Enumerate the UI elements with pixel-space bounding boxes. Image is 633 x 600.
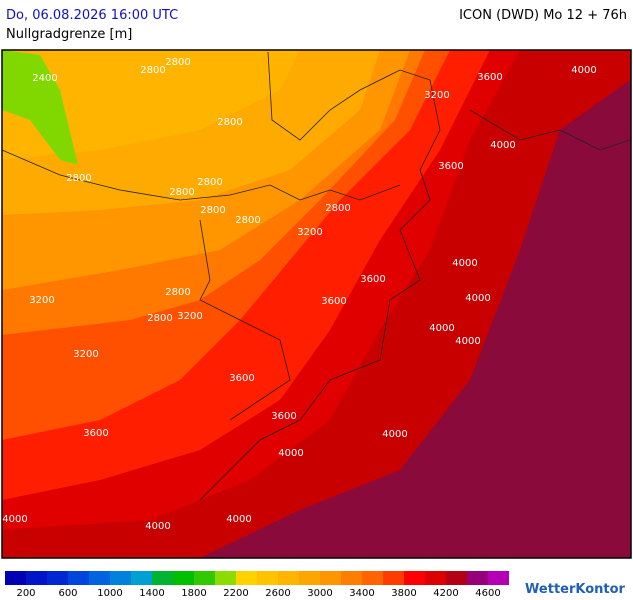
legend-swatch — [362, 571, 383, 585]
contour-label: 4000 — [278, 448, 303, 459]
legend-swatch — [131, 571, 152, 585]
legend-swatch — [5, 571, 26, 585]
valid-time: Do, 06.08.2026 16:00 UTC — [6, 8, 178, 23]
legend-label: 3400 — [349, 588, 374, 599]
legend-swatch — [383, 571, 404, 585]
field-band — [2, 50, 78, 165]
contour-label: 4000 — [145, 521, 170, 532]
legend-swatch — [341, 571, 362, 585]
contour-label: 3200 — [424, 90, 449, 101]
contour-label: 2400 — [32, 73, 57, 84]
map — [1, 49, 632, 559]
legend-swatch — [194, 571, 215, 585]
legend-swatch — [488, 571, 509, 585]
contour-label: 3200 — [297, 227, 322, 238]
contour-label: 2800 — [235, 215, 260, 226]
logo: WetterKontor — [525, 582, 626, 597]
border-line — [469, 109, 631, 151]
legend-label: 600 — [58, 588, 77, 599]
legend-swatch — [152, 571, 173, 585]
legend-swatch — [467, 571, 488, 585]
contour-label: 4000 — [465, 293, 490, 304]
contour-label: 2800 — [169, 187, 194, 198]
legend-swatch — [47, 571, 68, 585]
legend-swatch — [299, 571, 320, 585]
legend-label: 200 — [16, 588, 35, 599]
contour-label: 4000 — [429, 323, 454, 334]
legend-swatch — [215, 571, 236, 585]
border-line — [1, 149, 401, 201]
contour-label: 2800 — [66, 173, 91, 184]
legend-label: 1000 — [97, 588, 122, 599]
contour-label: 4000 — [2, 514, 27, 525]
contour-label: 4000 — [490, 140, 515, 151]
parameter: Nullgradgrenze [m] — [6, 27, 132, 42]
contour-label: 4000 — [382, 429, 407, 440]
legend-swatch — [278, 571, 299, 585]
legend-swatch — [320, 571, 341, 585]
contour-label: 4000 — [455, 336, 480, 347]
contour-label: 3200 — [177, 311, 202, 322]
legend-swatch — [110, 571, 131, 585]
legend-swatch — [68, 571, 89, 585]
legend-swatch — [404, 571, 425, 585]
contour-label: 4000 — [452, 258, 477, 269]
legend-label: 4200 — [433, 588, 458, 599]
contour-label: 2800 — [325, 203, 350, 214]
legend-label: 4600 — [475, 588, 500, 599]
legend-swatch — [236, 571, 257, 585]
contour-label: 3600 — [321, 296, 346, 307]
border-line — [199, 219, 291, 421]
model-run: ICON (DWD) Mo 12 + 76h — [459, 8, 627, 23]
legend-swatch — [257, 571, 278, 585]
contour-label: 2800 — [217, 117, 242, 128]
field-band — [2, 50, 300, 160]
contour-label: 2800 — [200, 205, 225, 216]
legend-swatch — [173, 571, 194, 585]
border-line — [199, 51, 441, 501]
legend-label: 1400 — [139, 588, 164, 599]
borders — [1, 51, 631, 501]
legend-label: 3000 — [307, 588, 332, 599]
legend-label: 1800 — [181, 588, 206, 599]
contour-label: 4000 — [226, 514, 251, 525]
legend-swatch — [446, 571, 467, 585]
legend-label: 2600 — [265, 588, 290, 599]
legend-label: 2200 — [223, 588, 248, 599]
contour-label: 3200 — [29, 295, 54, 306]
legend-label: 3800 — [391, 588, 416, 599]
contour-label: 3600 — [477, 72, 502, 83]
contour-label: 2800 — [165, 287, 190, 298]
contour-label: 2800 — [165, 57, 190, 68]
contour-label: 2800 — [140, 65, 165, 76]
contour-label: 3600 — [438, 161, 463, 172]
legend-swatch — [89, 571, 110, 585]
legend-swatch — [425, 571, 446, 585]
contour-label: 3600 — [229, 373, 254, 384]
map-frame — [1, 49, 632, 559]
legend-swatch — [26, 571, 47, 585]
contour-label: 4000 — [571, 65, 596, 76]
contour-label: 3600 — [271, 411, 296, 422]
contour-label: 2800 — [197, 177, 222, 188]
contour-label: 2800 — [147, 313, 172, 324]
contour-label: 3600 — [83, 428, 108, 439]
contour-label: 3600 — [360, 274, 385, 285]
contour-label: 3200 — [73, 349, 98, 360]
